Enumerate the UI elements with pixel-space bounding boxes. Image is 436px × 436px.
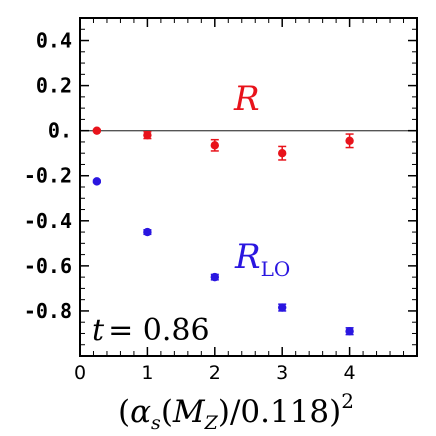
y-tick-label: -0.6 [24,254,72,278]
data-marks [92,126,354,336]
series-r [92,126,354,161]
y-tick-label: 0. [48,119,72,143]
series-rlo [92,177,354,336]
y-tick-label: 0.2 [36,74,72,98]
series-label-rlo: RLO [234,237,290,281]
series-label-r: R [233,79,260,119]
y-tick-label: -0.2 [24,164,72,188]
data-point [92,177,102,186]
x-tick-label: 4 [344,362,356,384]
x-tick-label: 0 [74,362,86,384]
y-tick-label: -0.4 [24,209,72,233]
data-point [143,130,152,140]
x-tick-label: 3 [276,362,288,384]
y-tick-label: 0.4 [36,29,72,53]
plot-frame [79,17,418,357]
x-axis-label: (αs(MZ)/0.118)2 [118,389,354,434]
data-point [345,136,354,146]
data-point [143,227,152,237]
x-tick-label: 2 [209,362,221,384]
data-point [210,141,219,150]
data-point [278,303,287,312]
data-point [278,149,287,158]
y-tick-label: -0.8 [24,299,72,323]
data-point [345,327,354,336]
x-tick-label: 1 [141,362,153,384]
data-point [92,126,102,135]
data-point [210,272,219,282]
axis-ticks: 0 1 2 3 4 0.4 0.2 0. -0.2 -0.4 -0.6 -0.8 [24,17,417,384]
annotation-t: t = 0.86 [92,313,210,348]
